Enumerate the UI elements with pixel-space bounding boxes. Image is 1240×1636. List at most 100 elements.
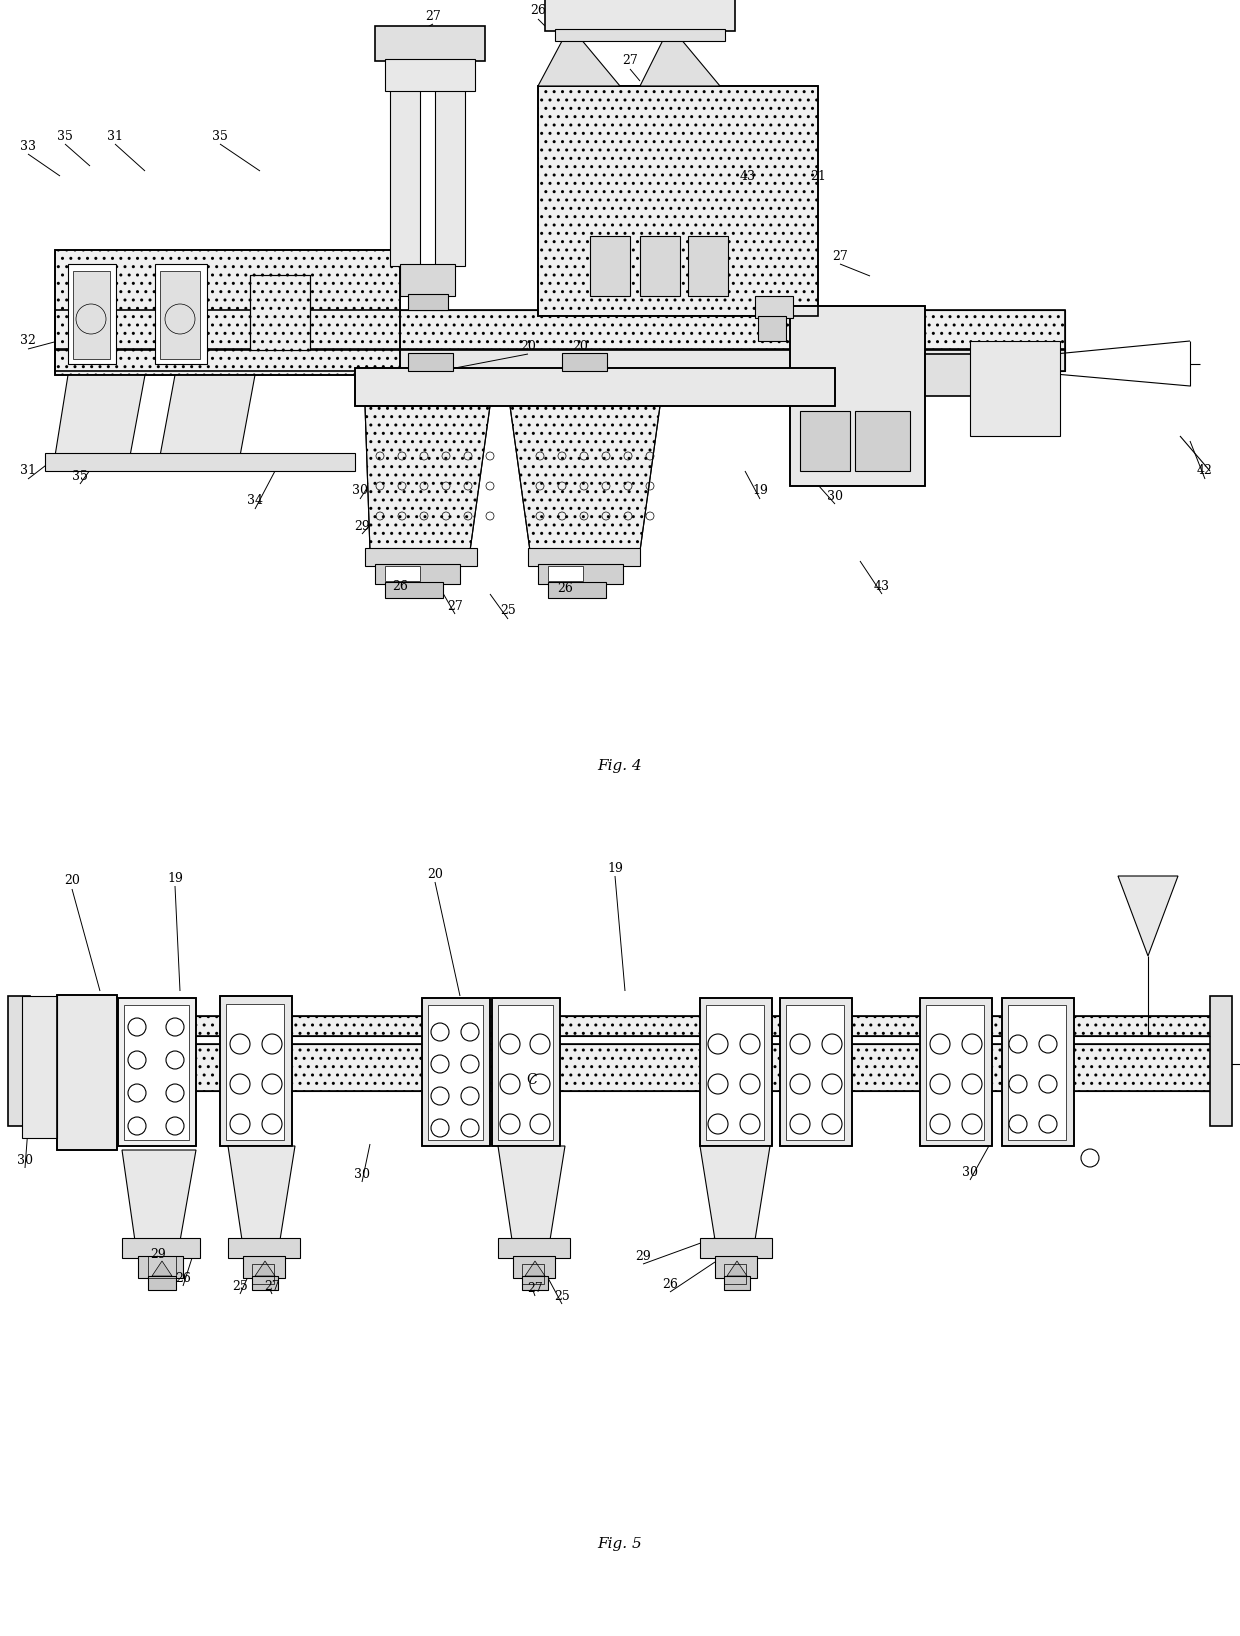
Polygon shape xyxy=(538,26,620,87)
Bar xyxy=(790,306,925,486)
Polygon shape xyxy=(153,1261,172,1276)
Bar xyxy=(384,582,443,599)
Bar xyxy=(538,87,818,316)
Text: 42: 42 xyxy=(1197,465,1213,478)
Bar xyxy=(160,272,200,358)
Text: 31: 31 xyxy=(20,465,36,478)
Polygon shape xyxy=(525,1261,546,1276)
Bar xyxy=(856,411,910,471)
Bar xyxy=(562,353,608,371)
Bar xyxy=(422,998,490,1145)
Bar xyxy=(68,263,117,363)
Bar xyxy=(138,1256,184,1278)
Bar xyxy=(22,1044,1220,1091)
Bar xyxy=(55,250,401,375)
Bar xyxy=(374,26,485,61)
Bar xyxy=(546,0,735,31)
Text: 30: 30 xyxy=(17,1153,33,1166)
Bar xyxy=(538,87,818,316)
Bar xyxy=(548,582,606,599)
Bar xyxy=(701,998,773,1145)
Text: 27: 27 xyxy=(264,1279,280,1292)
Bar xyxy=(701,1238,773,1258)
Bar xyxy=(374,564,460,584)
Bar xyxy=(384,59,475,92)
Bar xyxy=(73,272,110,358)
Text: 25: 25 xyxy=(232,1279,248,1292)
Text: 30: 30 xyxy=(962,1165,978,1178)
Bar xyxy=(22,1016,1220,1036)
Bar xyxy=(57,995,117,1150)
Bar xyxy=(155,263,207,363)
Bar xyxy=(492,998,560,1145)
Bar xyxy=(408,353,453,371)
Bar xyxy=(408,294,448,309)
Bar xyxy=(55,309,1065,350)
Text: 30: 30 xyxy=(353,1168,370,1181)
Text: 43: 43 xyxy=(874,579,890,592)
Bar xyxy=(148,1256,176,1278)
Bar xyxy=(252,1276,278,1291)
Text: 25: 25 xyxy=(500,604,516,617)
Text: 30: 30 xyxy=(352,484,368,497)
Text: 20: 20 xyxy=(572,340,588,352)
Text: 29: 29 xyxy=(355,520,370,532)
Text: 35: 35 xyxy=(212,129,228,142)
Text: 35: 35 xyxy=(57,129,73,142)
Polygon shape xyxy=(365,406,490,551)
Text: C: C xyxy=(527,1073,537,1086)
Bar xyxy=(228,1238,300,1258)
Bar xyxy=(1002,998,1074,1145)
Text: Fig. 4: Fig. 4 xyxy=(598,759,642,772)
Polygon shape xyxy=(160,375,255,456)
Text: 27: 27 xyxy=(832,250,848,262)
Bar xyxy=(250,275,310,350)
Bar xyxy=(688,236,728,296)
Bar xyxy=(970,340,1060,437)
Bar xyxy=(252,1265,274,1284)
Bar xyxy=(640,236,680,296)
Bar xyxy=(528,548,640,566)
Bar xyxy=(148,1276,176,1291)
Bar xyxy=(538,564,622,584)
Text: 26: 26 xyxy=(529,5,546,18)
Bar xyxy=(55,309,1065,350)
Bar xyxy=(22,1016,1220,1036)
Text: 26: 26 xyxy=(662,1278,678,1291)
Bar xyxy=(22,1044,1220,1091)
Text: 27: 27 xyxy=(527,1281,543,1294)
Bar xyxy=(219,996,291,1145)
Bar xyxy=(920,998,992,1145)
Text: 27: 27 xyxy=(448,599,463,612)
Text: 32: 32 xyxy=(20,334,36,347)
Text: 27: 27 xyxy=(425,10,441,23)
Bar xyxy=(498,1005,553,1140)
Bar xyxy=(548,566,583,581)
Bar xyxy=(706,1005,764,1140)
Bar xyxy=(780,998,852,1145)
Polygon shape xyxy=(228,1145,295,1240)
Bar xyxy=(422,998,490,1145)
Bar xyxy=(522,1265,544,1284)
Polygon shape xyxy=(640,26,720,87)
Bar xyxy=(435,56,465,267)
Text: 20: 20 xyxy=(427,867,443,880)
Text: 19: 19 xyxy=(753,484,768,497)
Bar xyxy=(715,1256,756,1278)
Bar xyxy=(513,1256,556,1278)
Bar xyxy=(355,368,835,406)
Text: 31: 31 xyxy=(107,129,123,142)
Text: 26: 26 xyxy=(557,581,573,594)
Bar xyxy=(118,998,196,1145)
Bar xyxy=(1008,1005,1066,1140)
Bar xyxy=(492,998,560,1145)
Bar xyxy=(800,411,849,471)
Bar xyxy=(22,996,57,1139)
Bar xyxy=(250,275,310,350)
Bar xyxy=(755,296,794,317)
Bar xyxy=(724,1276,750,1291)
Bar xyxy=(55,348,1065,371)
Text: 20: 20 xyxy=(64,875,79,887)
Text: 26: 26 xyxy=(392,579,408,592)
Bar xyxy=(355,368,835,406)
